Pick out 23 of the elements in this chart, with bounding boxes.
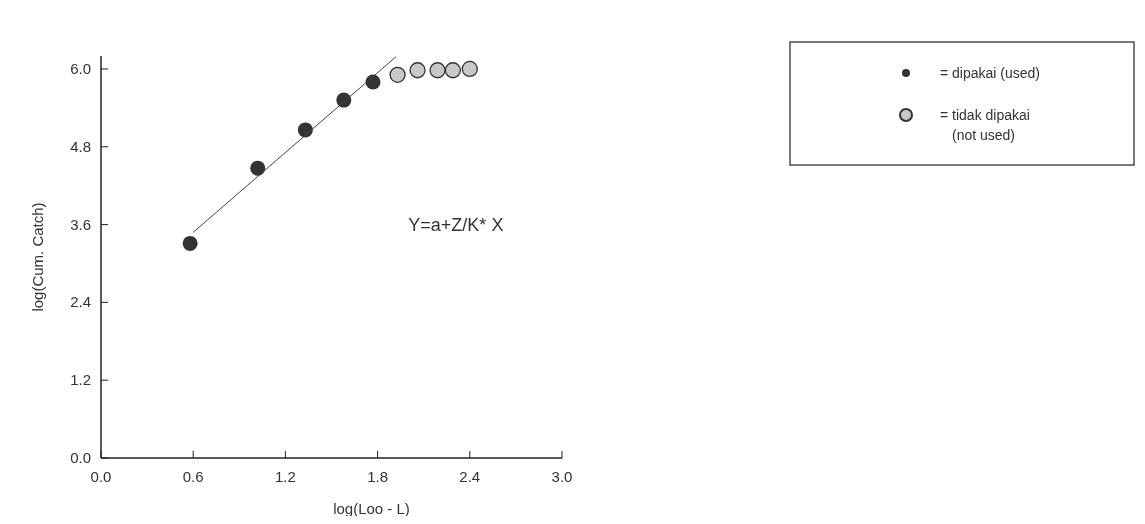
x-tick-label: 0.6 <box>182 468 204 485</box>
y-tick-label: 3.6 <box>70 215 91 233</box>
y-tick-label: 2.4 <box>70 293 91 311</box>
point <box>182 235 198 251</box>
point <box>389 66 406 83</box>
point <box>429 62 446 79</box>
point <box>250 160 266 176</box>
y-tick-label: 0.0 <box>70 449 91 466</box>
point <box>409 62 426 79</box>
x-tick-label: 3.0 <box>551 468 573 485</box>
point <box>461 60 478 78</box>
x-tick-label: 1.8 <box>367 468 389 485</box>
y-tick-label: 6.0 <box>70 59 91 77</box>
y-tick-label: 1.2 <box>70 371 91 389</box>
x-tick-label: 2.4 <box>459 468 481 485</box>
y-axis-title: log(Cum. Catch) <box>29 202 46 312</box>
y-tick-label: 4.8 <box>70 137 91 155</box>
x-tick-label: 0.0 <box>90 468 112 485</box>
x-tick-label: 1.2 <box>274 468 296 485</box>
legend-label: = dipakai (used) <box>940 65 1041 81</box>
annotation: Y=a+Z/K* X <box>408 214 504 235</box>
point <box>444 62 462 79</box>
legend-label: = tidak dipakai (not used) <box>940 107 1030 143</box>
